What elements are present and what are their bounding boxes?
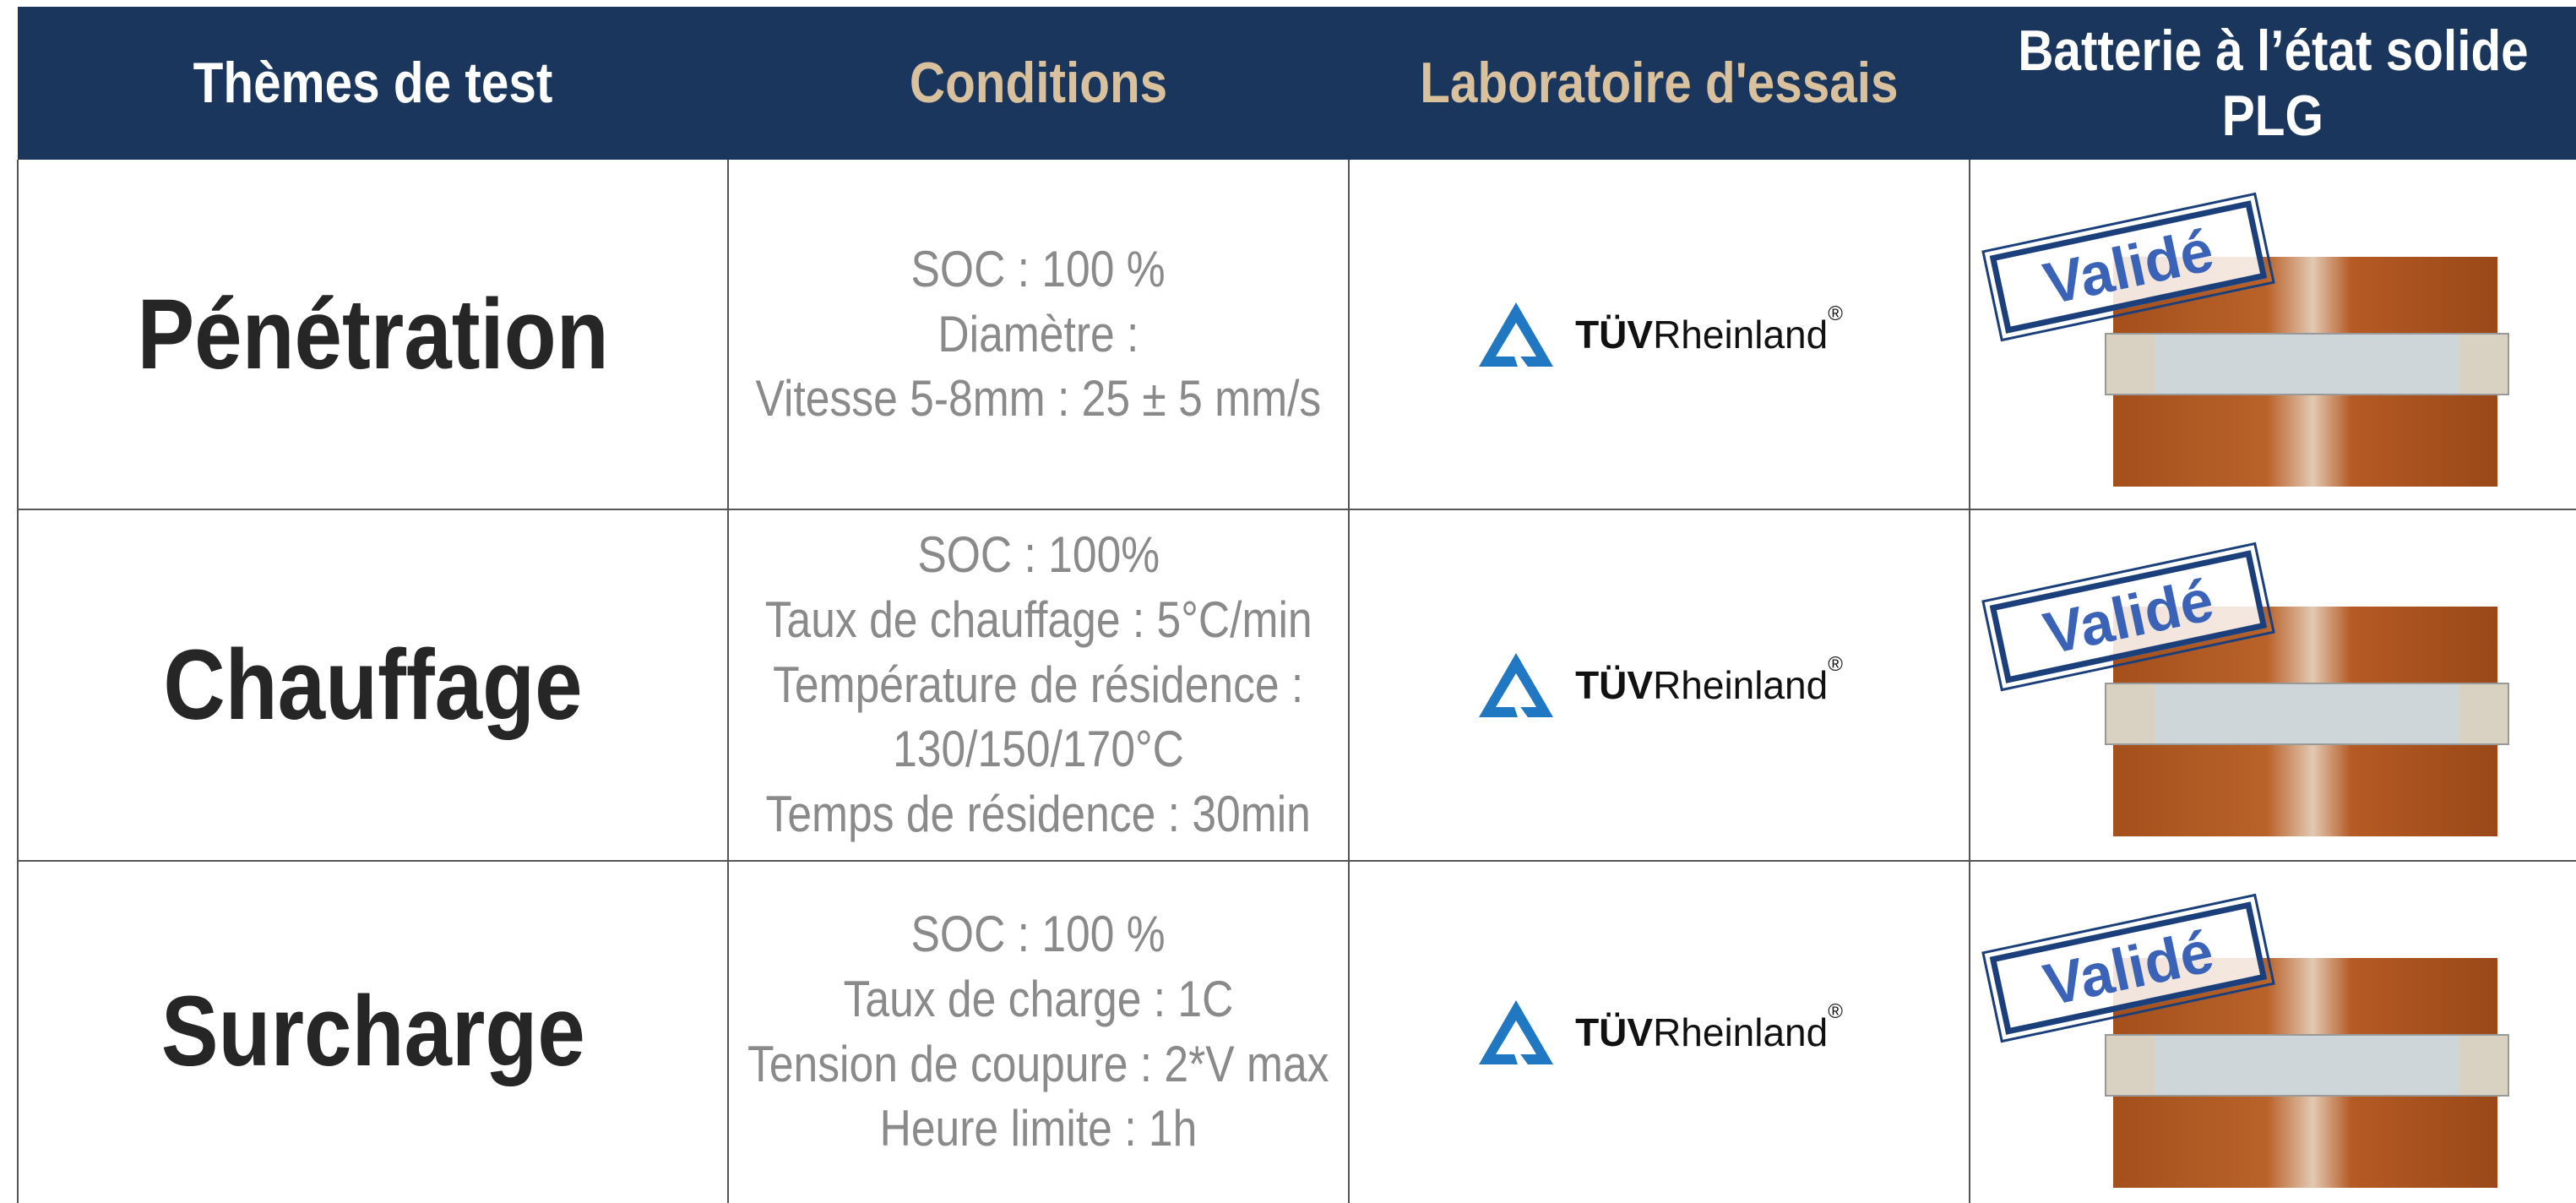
condition: Tension de coupure : 2*V max [747, 1032, 1329, 1097]
page: Thèmes de test Conditions Laboratoire d'es… [0, 0, 2576, 1203]
logo-icon [1475, 997, 1557, 1068]
lab-brand: TÜV [1575, 1010, 1653, 1055]
column-line [727, 160, 729, 1203]
condition: SOC : 100 % [911, 237, 1166, 302]
column-line [1348, 160, 1350, 1203]
condition: Taux de chauffage : 5°C/min [765, 588, 1312, 653]
lab-name: Rheinland [1653, 1010, 1828, 1055]
header-text: Thèmes de test [193, 51, 553, 115]
theme-cell: Pénétration [18, 160, 728, 509]
photo-cell: Validé [1970, 509, 2576, 861]
header-text: PLG [2222, 84, 2323, 148]
theme-cell: Surcharge [18, 861, 728, 1203]
condition: Diamètre : [937, 302, 1139, 367]
condition: Température de résidence : [773, 653, 1303, 718]
lab-name: Rheinland [1653, 662, 1828, 708]
condition: Temps de résidence : 30min [766, 782, 1311, 847]
header-cell: Conditions [728, 7, 1349, 160]
header-text: Laboratoire d'essais [1420, 51, 1898, 115]
condition: SOC : 100 % [911, 902, 1166, 967]
row-line [18, 860, 2576, 862]
column-line [1969, 160, 1970, 1203]
row-line [18, 509, 2576, 510]
condition: Taux de charge : 1C [844, 967, 1234, 1032]
lab-brand: TÜV [1575, 312, 1653, 357]
battery-cell [2105, 333, 2509, 395]
lab-mark: ® [1828, 653, 1843, 677]
condition: Heure limite : 1h [880, 1097, 1198, 1162]
lab-name: Rheinland [1653, 312, 1828, 357]
conditions-cell: SOC : 100 %Diamètre :Vitesse 5-8mm : 25 … [728, 160, 1349, 509]
condition: Vitesse 5-8mm : 25 ± 5 mm/s [756, 367, 1322, 432]
logo-icon [1475, 650, 1557, 721]
photo-cell: Validé [1970, 160, 2576, 509]
theme: Pénétration [137, 279, 608, 390]
lab-brand: TÜV [1575, 662, 1653, 708]
header-cell: Laboratoire d'essais [1349, 7, 1970, 160]
header-text: Conditions [910, 51, 1167, 115]
header-cell: Thèmes de test [18, 7, 728, 160]
lab-mark: ® [1828, 1000, 1843, 1024]
theme: Surcharge [161, 976, 585, 1087]
battery-cell [2105, 1034, 2509, 1097]
theme: Chauffage [163, 629, 582, 741]
theme-cell: Chauffage [18, 509, 728, 861]
condition: SOC : 100% [917, 523, 1160, 588]
logo-icon [1475, 299, 1557, 370]
lab-mark: ® [1828, 302, 1843, 326]
photo-cell: Validé [1970, 861, 2576, 1203]
header-text: Batterie à l’état solide [2018, 19, 2529, 83]
column-line [17, 160, 19, 1203]
condition: 130/150/170°C [893, 717, 1184, 782]
battery-cell [2105, 683, 2509, 745]
